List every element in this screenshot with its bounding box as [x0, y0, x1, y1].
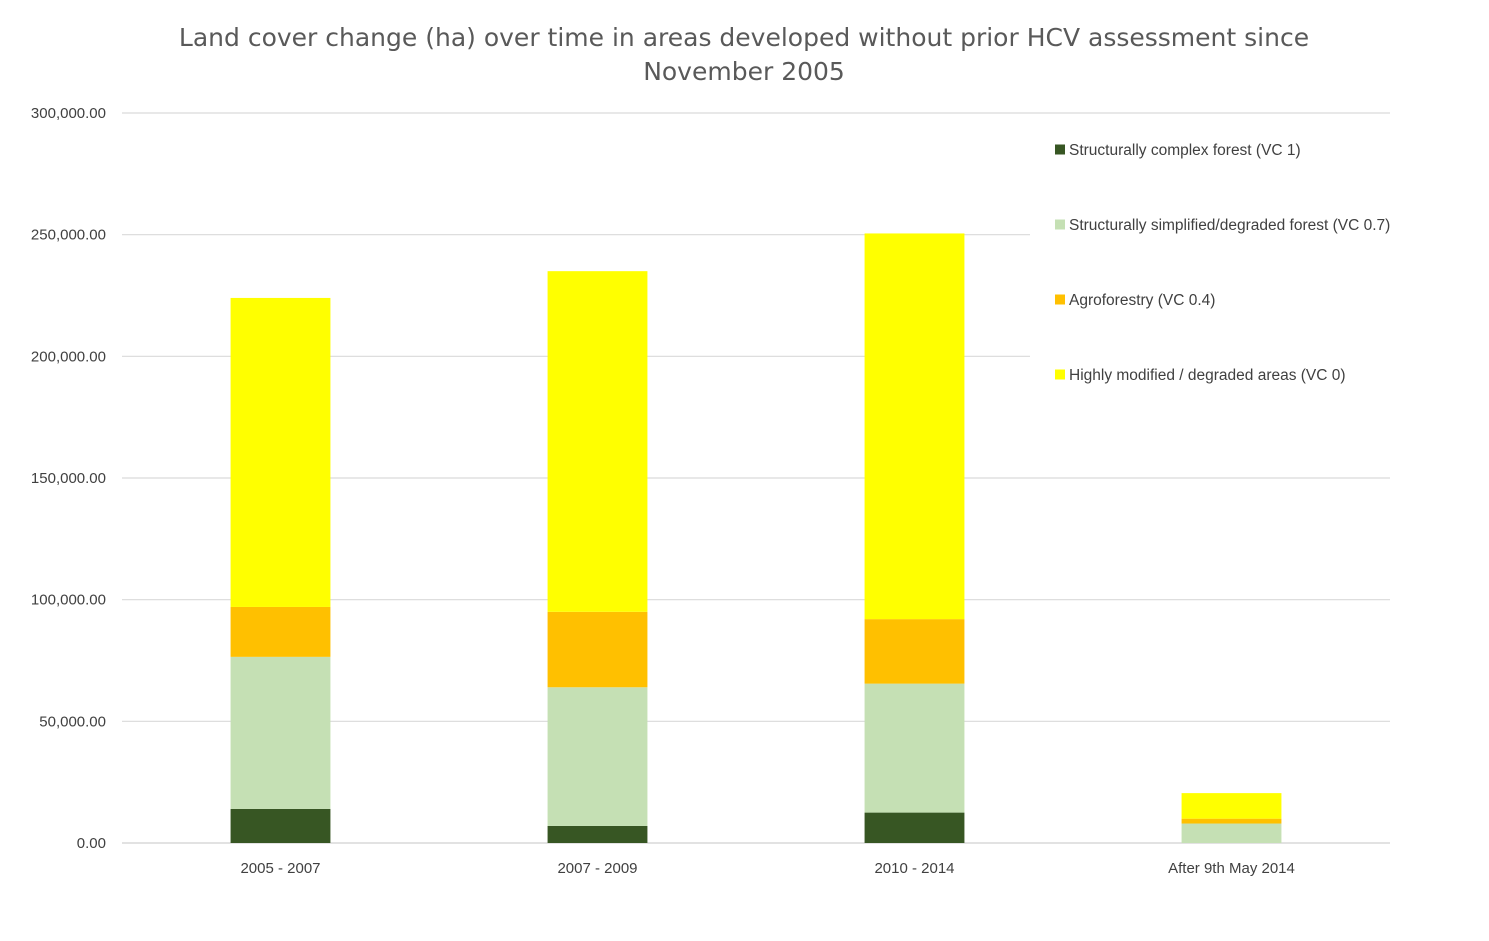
chart-title-line-2: November 2005 — [643, 57, 845, 86]
bar-segment — [864, 683, 965, 813]
x-tick-label: 2007 - 2009 — [557, 860, 637, 877]
bar-segment — [1181, 823, 1282, 843]
bars — [230, 233, 1282, 843]
y-tick-label: 300,000.00 — [31, 105, 106, 122]
chart-title: Land cover change (ha) over time in area… — [179, 23, 1309, 86]
bar-segment — [1181, 793, 1282, 819]
y-tick-label: 100,000.00 — [31, 592, 106, 609]
bar-segment — [864, 812, 965, 843]
x-tick-label: After 9th May 2014 — [1168, 860, 1295, 877]
y-tick-label: 50,000.00 — [39, 713, 106, 730]
bar-segment — [230, 656, 331, 809]
y-axis: 0.00 50,000.00 100,000.00 150,000.00 200,000… — [31, 105, 106, 852]
y-tick-label: 150,000.00 — [31, 470, 106, 487]
legend-swatch — [1055, 144, 1065, 155]
legend-swatch — [1055, 219, 1065, 230]
x-tick-label: 2005 - 2007 — [240, 860, 320, 877]
x-axis: 2005 - 2007 2007 - 2009 2010 - 2014 After 9… — [240, 860, 1294, 877]
legend-swatch — [1055, 294, 1065, 305]
legend-label: Agroforestry (VC 0.4) — [1069, 292, 1215, 309]
bar-segment — [547, 271, 648, 612]
bar-segment — [547, 825, 648, 843]
legend-swatch — [1055, 369, 1065, 380]
bar-segment — [547, 611, 648, 688]
chart-title-line-1: Land cover change (ha) over time in area… — [179, 23, 1309, 52]
bar-segment — [864, 619, 965, 684]
bar-segment — [547, 687, 648, 826]
legend-label: Structurally complex forest (VC 1) — [1069, 142, 1301, 159]
x-tick-label: 2010 - 2014 — [874, 860, 954, 877]
bar-segment — [1181, 818, 1282, 824]
bar-segment — [230, 606, 331, 657]
legend-label: Highly modified / degraded areas (VC 0) — [1069, 367, 1346, 384]
bar-segment — [230, 297, 331, 607]
y-tick-label: 250,000.00 — [31, 227, 106, 244]
legend-label: Structurally simplified/degraded forest … — [1069, 217, 1390, 234]
y-tick-label: 0.00 — [77, 835, 106, 852]
bar-segment — [230, 808, 331, 843]
legend: Structurally complex forest (VC 1) Struct… — [1055, 142, 1390, 384]
bar-segment — [864, 233, 965, 620]
y-tick-label: 200,000.00 — [31, 348, 106, 365]
